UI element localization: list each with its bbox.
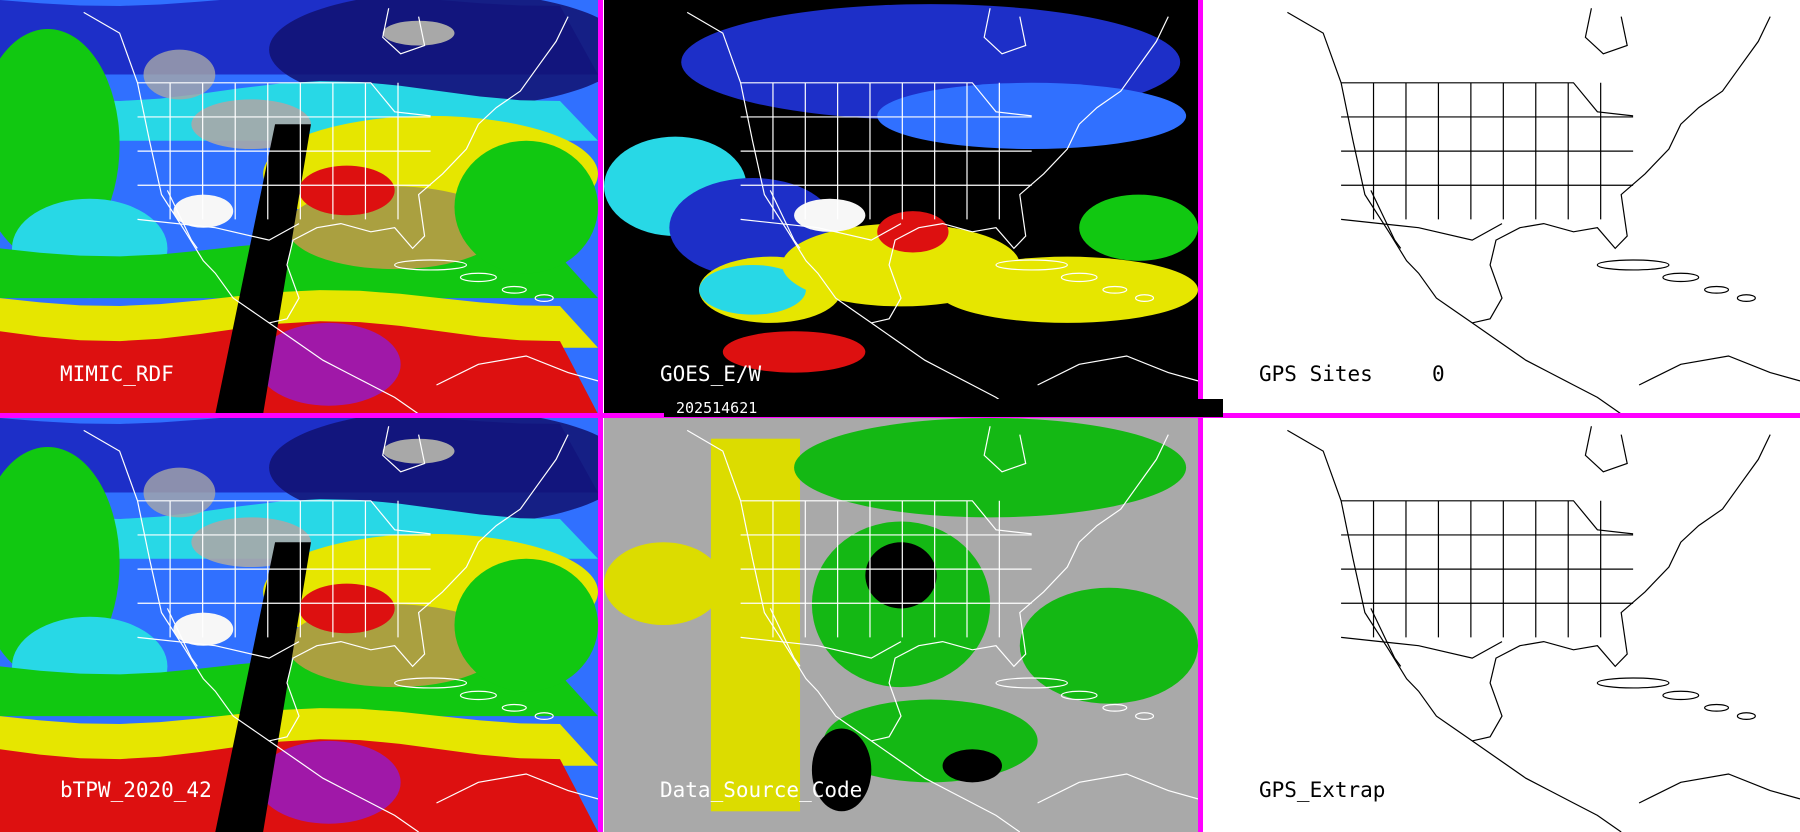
panel-label: bTPW_2020_42 bbox=[60, 778, 212, 802]
map-outlines bbox=[686, 426, 1198, 832]
map-outlines bbox=[83, 8, 598, 414]
panel-label: GOES_E/W bbox=[660, 362, 762, 386]
blank-map bbox=[1204, 0, 1800, 414]
map-outlines bbox=[1287, 8, 1800, 414]
panel-label: Data_Source_Code bbox=[660, 778, 863, 802]
blank-map bbox=[1204, 418, 1800, 832]
timestamp-bar: 202514621 bbox=[664, 399, 1223, 417]
panel-goes-ew: GOES_E/W bbox=[604, 0, 1198, 414]
panel-mimic-rdf: MIMIC_RDF bbox=[0, 0, 598, 414]
panel-label: GPS Sites bbox=[1259, 362, 1373, 386]
panel-data-source: Data_Source_Code bbox=[604, 418, 1198, 832]
source-map bbox=[604, 418, 1198, 832]
panel-btpw: bTPW_2020_42 bbox=[0, 418, 598, 832]
gps-site-count: 0 bbox=[1432, 362, 1445, 386]
map-outlines bbox=[1287, 426, 1800, 832]
goes-field bbox=[604, 0, 1198, 414]
blank-background bbox=[1204, 418, 1800, 832]
panel-gps-extrap: GPS_Extrap bbox=[1204, 418, 1800, 832]
goes-map bbox=[604, 0, 1198, 414]
blank-background bbox=[1204, 0, 1800, 414]
map-outlines bbox=[83, 426, 598, 832]
panel-label: MIMIC_RDF bbox=[60, 362, 174, 386]
map-outlines bbox=[686, 8, 1198, 414]
tpw-map bbox=[0, 418, 598, 832]
source-field bbox=[604, 418, 1198, 832]
tpw-field bbox=[0, 418, 598, 832]
tpw-map bbox=[0, 0, 598, 414]
panel-label: GPS_Extrap bbox=[1259, 778, 1386, 802]
panel-gps-sites: GPS Sites 0 bbox=[1204, 0, 1800, 414]
tpw-field bbox=[0, 0, 598, 414]
